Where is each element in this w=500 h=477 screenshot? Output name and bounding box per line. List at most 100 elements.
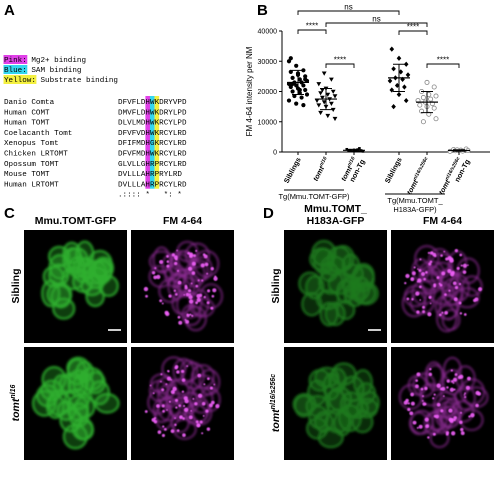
- punctum: [436, 383, 441, 388]
- punctum: [444, 310, 448, 315]
- punctum: [454, 373, 458, 376]
- sequence: GLVLLGHRPRCYLRD: [118, 161, 187, 169]
- punctum: [176, 429, 180, 433]
- punctum: [174, 417, 176, 419]
- cell: [198, 369, 221, 396]
- species-name: Human TOMT: [4, 120, 50, 128]
- punctum: [162, 409, 165, 413]
- punctum: [470, 413, 475, 418]
- punctum: [440, 254, 443, 257]
- punctum: [181, 390, 185, 393]
- punctum: [475, 390, 480, 396]
- punctum: [191, 261, 196, 266]
- punctum: [458, 282, 462, 286]
- data-point: [316, 82, 322, 87]
- y-axis-label: FM 4-64 intensity per NM: [245, 46, 254, 136]
- micrograph: [284, 347, 387, 460]
- column-header: Mmu.TOMT_: [304, 203, 367, 215]
- legend-text: Substrate binding: [36, 77, 118, 85]
- data-point: [405, 72, 411, 78]
- micrograph: [284, 230, 387, 343]
- punctum: [412, 420, 417, 425]
- row-text: Sibling: [10, 269, 22, 304]
- comparison-label: ns: [344, 3, 352, 12]
- punctum: [427, 312, 432, 317]
- punctum: [166, 376, 171, 381]
- punctum: [460, 427, 464, 432]
- cell: [189, 297, 215, 318]
- punctum: [427, 436, 430, 439]
- sd-bar: [421, 91, 433, 114]
- group-label: Tg(Mmu.TOMT_: [387, 196, 443, 205]
- punctum: [450, 431, 456, 436]
- punctum: [432, 397, 435, 400]
- punctum: [475, 403, 479, 408]
- punctum: [174, 398, 179, 402]
- data-point: [431, 105, 437, 111]
- legend-line: Yellow: Substrate binding: [4, 77, 118, 85]
- data-point: [314, 98, 320, 103]
- legend-text: Mg2+ binding: [27, 57, 86, 65]
- punctum: [205, 409, 209, 413]
- punctum: [192, 397, 195, 400]
- punctum: [175, 293, 178, 296]
- punctum: [174, 364, 179, 369]
- punctum: [425, 424, 430, 429]
- data-point: [389, 87, 395, 93]
- punctum: [153, 416, 157, 420]
- punctum: [173, 289, 176, 292]
- data-point: [303, 74, 308, 79]
- highlight-column: [149, 96, 155, 189]
- punctum: [460, 264, 463, 267]
- punctum: [161, 388, 165, 392]
- punctum: [206, 427, 211, 431]
- comparison-bracket: [398, 30, 428, 35]
- punctum: [185, 292, 190, 297]
- data-point: [304, 92, 310, 97]
- sequence: DFVFMDHWKRCYLRD: [118, 151, 187, 159]
- cell: [318, 269, 344, 295]
- x-tick-label: tomtnl16/s256c: [405, 156, 432, 197]
- row-sup: nl16/s256c: [270, 374, 277, 410]
- species-name: Human COMT: [4, 109, 50, 117]
- punctum: [452, 281, 457, 286]
- data-point: [424, 79, 430, 85]
- punctum: [159, 299, 163, 303]
- x-tick-label: Siblings: [383, 156, 404, 185]
- punctum: [452, 377, 457, 382]
- data-point: [318, 110, 323, 116]
- punctum: [454, 286, 459, 290]
- species-name: Human LRTOMT: [4, 181, 59, 189]
- punctum: [478, 287, 483, 292]
- row-label: Sibling: [270, 269, 282, 304]
- category-text: Siblings: [383, 156, 404, 185]
- data-point: [288, 69, 293, 74]
- punctum: [143, 286, 149, 292]
- punctum: [188, 294, 193, 300]
- punctum: [152, 392, 155, 395]
- data-point: [402, 84, 407, 90]
- data-point: [403, 61, 409, 67]
- punctum: [407, 407, 411, 412]
- punctum: [404, 281, 407, 285]
- punctum: [213, 383, 216, 386]
- data-point: [297, 77, 302, 82]
- punctum: [453, 388, 456, 391]
- y-tick-label: 30000: [258, 59, 278, 66]
- punctum: [161, 404, 165, 408]
- cell: [41, 279, 61, 308]
- punctum: [436, 402, 441, 407]
- punctum: [170, 429, 175, 433]
- data-point: [433, 93, 439, 99]
- punctum: [170, 379, 173, 381]
- punctum: [196, 423, 201, 428]
- punctum: [405, 398, 409, 403]
- column-header: FM 4-64: [163, 215, 202, 227]
- punctum: [427, 251, 430, 255]
- cell: [190, 374, 216, 397]
- punctum: [448, 408, 453, 413]
- data-point: [318, 91, 323, 96]
- punctum: [207, 289, 211, 293]
- cell: [87, 249, 113, 278]
